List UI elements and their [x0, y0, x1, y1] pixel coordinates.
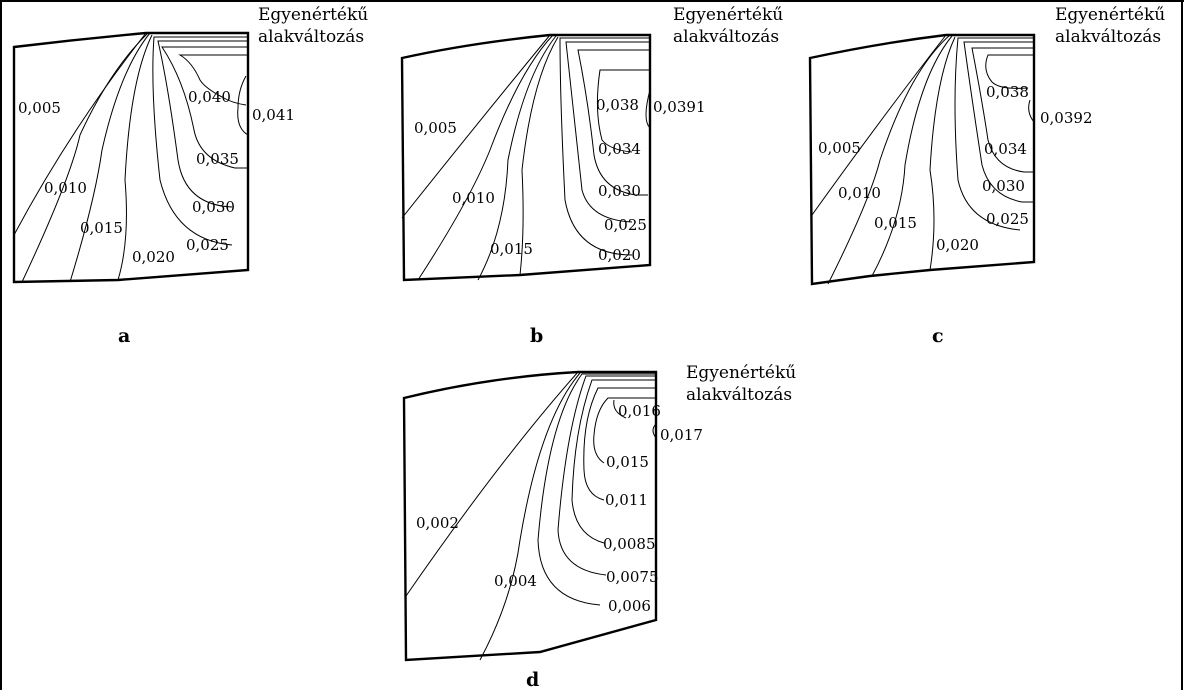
panel-c-outline	[808, 33, 1036, 286]
panel-a-contours	[13, 32, 249, 283]
panel-c-contours	[811, 34, 1035, 285]
panel-d-label-0015: 0,015	[606, 453, 649, 471]
panel-a: 0,005 0,010 0,015 0,020 0,025 0,030 0,03…	[12, 5, 368, 347]
panel-c-label-0034: 0,034	[984, 140, 1027, 158]
panel-d-label-0002: 0,002	[416, 514, 459, 532]
panel-c-label-00392: 0,0392	[1040, 109, 1093, 127]
panel-a-label-0025: 0,025	[186, 236, 229, 254]
panel-b-label-0025: 0,025	[604, 216, 647, 234]
panel-a-title-line2: alakváltozás	[258, 27, 364, 47]
panel-d-letter: d	[526, 669, 539, 690]
panel-a-outline	[12, 31, 250, 284]
panel-a-label-0030: 0,030	[192, 198, 235, 216]
panel-b-contours	[401, 34, 651, 281]
panel-a-label-0040: 0,040	[188, 88, 231, 106]
panel-a-letter: a	[118, 325, 130, 347]
panel-c-label-0005: 0,005	[818, 139, 861, 157]
panel-d-title-line1: Egyenértékű	[686, 363, 796, 383]
panel-c-label-0015: 0,015	[874, 214, 917, 232]
panel-d-label-0006: 0,006	[608, 597, 651, 615]
panel-d-label-0016: 0,016	[618, 402, 661, 420]
panel-c-label-0038: 0,038	[986, 83, 1029, 101]
panel-d-label-0017: 0,017	[660, 426, 703, 444]
panel-c-title-line1: Egyenértékű	[1055, 5, 1165, 25]
panel-d-label-0011: 0,011	[605, 491, 648, 509]
panel-a-label-0005: 0,005	[18, 99, 61, 117]
panel-d-title-line2: alakváltozás	[686, 385, 792, 405]
panel-d-outline	[402, 370, 658, 662]
panel-c: 0,005 0,010 0,015 0,020 0,025 0,030 0,03…	[808, 5, 1165, 347]
panel-d-label-0004: 0,004	[494, 572, 537, 590]
panel-a-title-line1: Egyenértékű	[258, 5, 368, 25]
panel-b-label-0020: 0,020	[598, 246, 641, 264]
panel-d-label-00075: 0,0075	[606, 568, 659, 586]
panel-d-contours	[405, 371, 657, 661]
panel-b-label-0038: 0,038	[596, 96, 639, 114]
panel-d-label-00085: 0,0085	[603, 535, 656, 553]
panel-c-label-0020: 0,020	[936, 236, 979, 254]
panel-b-label-0010: 0,010	[452, 189, 495, 207]
panel-c-title-line2: alakváltozás	[1055, 27, 1161, 47]
panel-b-label-00391: 0,0391	[653, 98, 706, 116]
panel-c-label-0010: 0,010	[838, 184, 881, 202]
panel-a-label-0020: 0,020	[132, 248, 175, 266]
panel-a-label-0015: 0,015	[80, 219, 123, 237]
panel-d: 0,002 0,004 0,006 0,0075 0,0085 0,011 0,…	[402, 363, 796, 690]
panel-b: 0,005 0,010 0,015 0,020 0,025 0,030 0,03…	[400, 5, 783, 347]
panel-a-label-0035: 0,035	[196, 150, 239, 168]
panel-b-letter: b	[530, 325, 543, 347]
panel-c-letter: c	[932, 325, 944, 347]
panel-c-label-0030: 0,030	[982, 177, 1025, 195]
panel-a-label-0010: 0,010	[44, 179, 87, 197]
panel-b-outline	[400, 33, 652, 282]
panel-b-label-0005: 0,005	[414, 119, 457, 137]
panel-b-title-line2: alakváltozás	[673, 27, 779, 47]
panel-b-title-line1: Egyenértékű	[673, 5, 783, 25]
panel-b-label-0015: 0,015	[490, 240, 533, 258]
panel-c-label-0025: 0,025	[986, 210, 1029, 228]
panel-b-label-0030: 0,030	[598, 182, 641, 200]
panel-b-label-0034: 0,034	[598, 140, 641, 158]
panel-a-label-0041: 0,041	[252, 106, 295, 124]
